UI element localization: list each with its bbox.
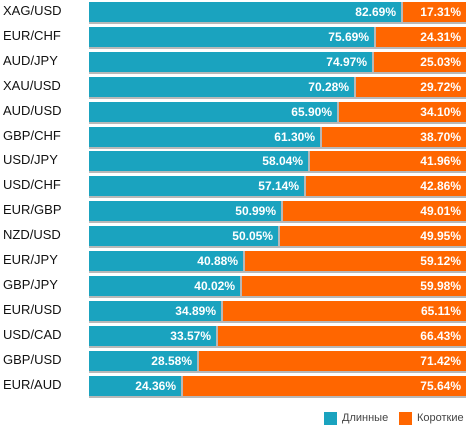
bar-long: 33.57% bbox=[89, 325, 216, 346]
bar-short: 41.96% bbox=[310, 151, 466, 172]
category-label: EUR/GBP bbox=[3, 202, 62, 218]
bar-short: 42.86% bbox=[306, 176, 466, 197]
bar-long: 24.36% bbox=[89, 375, 181, 396]
bar-row: XAU/USD 70.28% 29.72% bbox=[0, 75, 471, 99]
category-label: XAU/USD bbox=[3, 77, 61, 93]
bar-long: 28.58% bbox=[89, 350, 197, 371]
bar-short: 24.31% bbox=[376, 26, 466, 47]
bar-short: 34.10% bbox=[339, 101, 466, 122]
bar-row: GBP/USD 28.58% 71.42% bbox=[0, 349, 471, 373]
bar-long: 50.05% bbox=[89, 226, 278, 247]
category-label: NZD/USD bbox=[3, 227, 61, 243]
bar-short: 66.43% bbox=[218, 325, 466, 346]
bar-track: 58.04% 41.96% bbox=[89, 151, 466, 174]
bar-long: 58.04% bbox=[89, 151, 308, 172]
category-label: EUR/CHF bbox=[3, 27, 61, 43]
category-label: EUR/USD bbox=[3, 301, 62, 317]
legend-label-long: Длинные bbox=[342, 412, 389, 424]
bar-row: EUR/AUD 24.36% 75.64% bbox=[0, 374, 471, 398]
bar-row: EUR/GBP 50.99% 49.01% bbox=[0, 199, 471, 224]
legend-label-short: Короткие bbox=[417, 412, 464, 424]
bar-track: 28.58% 71.42% bbox=[89, 350, 466, 373]
bar-row: AUD/USD 65.90% 34.10% bbox=[0, 100, 471, 124]
bar-track: 61.30% 38.70% bbox=[89, 126, 466, 149]
bar-track: 57.14% 42.86% bbox=[89, 176, 466, 199]
bar-long: 61.30% bbox=[89, 126, 320, 147]
bar-row: USD/JPY 58.04% 41.96% bbox=[0, 149, 471, 174]
bar-track: 34.89% 65.11% bbox=[89, 300, 466, 323]
bar-track: 75.69% 24.31% bbox=[89, 26, 466, 49]
bar-long: 57.14% bbox=[89, 176, 304, 197]
category-label: USD/JPY bbox=[3, 152, 58, 168]
bar-track: 65.90% 34.10% bbox=[89, 101, 466, 124]
bar-track: 33.57% 66.43% bbox=[89, 325, 466, 348]
bar-track: 24.36% 75.64% bbox=[89, 375, 466, 398]
bar-row: USD/CHF 57.14% 42.86% bbox=[0, 174, 471, 199]
bar-long: 82.69% bbox=[89, 2, 401, 22]
bar-track: 40.88% 59.12% bbox=[89, 251, 466, 273]
bar-short: 49.95% bbox=[280, 226, 466, 247]
category-label: EUR/AUD bbox=[3, 376, 62, 392]
bar-short: 17.31% bbox=[403, 2, 466, 22]
bar-long: 50.99% bbox=[89, 201, 281, 222]
category-label: USD/CAD bbox=[3, 326, 62, 342]
bar-row: EUR/CHF 75.69% 24.31% bbox=[0, 25, 471, 49]
bar-short: 65.11% bbox=[223, 300, 466, 321]
bar-short: 59.98% bbox=[242, 275, 466, 296]
category-label: GBP/USD bbox=[3, 351, 62, 367]
category-label: GBP/CHF bbox=[3, 127, 61, 143]
bar-row: NZD/USD 50.05% 49.95% bbox=[0, 224, 471, 249]
bar-row: XAG/USD 82.69% 17.31% bbox=[0, 0, 471, 24]
legend-swatch-short bbox=[399, 412, 412, 425]
bar-track: 50.99% 49.01% bbox=[89, 201, 466, 224]
bar-track: 50.05% 49.95% bbox=[89, 226, 466, 249]
bar-long: 40.88% bbox=[89, 251, 243, 271]
bar-long: 40.02% bbox=[89, 275, 240, 296]
bar-row: GBP/JPY 40.02% 59.98% bbox=[0, 274, 471, 298]
bar-row: EUR/USD 34.89% 65.11% bbox=[0, 299, 471, 323]
category-label: EUR/JPY bbox=[3, 252, 58, 267]
bar-long: 34.89% bbox=[89, 300, 221, 321]
category-label: USD/CHF bbox=[3, 177, 61, 193]
bar-track: 40.02% 59.98% bbox=[89, 275, 466, 298]
bar-track: 82.69% 17.31% bbox=[89, 2, 466, 24]
bar-long: 70.28% bbox=[89, 76, 354, 97]
bar-short: 38.70% bbox=[322, 126, 466, 147]
bar-row: GBP/CHF 61.30% 38.70% bbox=[0, 125, 471, 149]
bar-short: 75.64% bbox=[183, 375, 466, 396]
bar-long: 75.69% bbox=[89, 26, 374, 47]
bar-row: EUR/JPY 40.88% 59.12% bbox=[0, 249, 471, 273]
bar-short: 25.03% bbox=[374, 51, 466, 72]
legend-swatch-long bbox=[324, 412, 337, 425]
bar-short: 59.12% bbox=[245, 251, 466, 271]
bar-track: 70.28% 29.72% bbox=[89, 76, 466, 99]
bar-long: 74.97% bbox=[89, 51, 372, 72]
category-label: XAG/USD bbox=[3, 3, 62, 18]
bar-short: 49.01% bbox=[283, 201, 466, 222]
bar-row: USD/CAD 33.57% 66.43% bbox=[0, 324, 471, 348]
bar-short: 71.42% bbox=[199, 350, 466, 371]
bar-track: 74.97% 25.03% bbox=[89, 51, 466, 74]
category-label: AUD/USD bbox=[3, 102, 62, 118]
bar-short: 29.72% bbox=[356, 76, 466, 97]
bar-long: 65.90% bbox=[89, 101, 337, 122]
category-label: GBP/JPY bbox=[3, 276, 58, 292]
category-label: AUD/JPY bbox=[3, 52, 58, 68]
bar-row: AUD/JPY 74.97% 25.03% bbox=[0, 50, 471, 74]
